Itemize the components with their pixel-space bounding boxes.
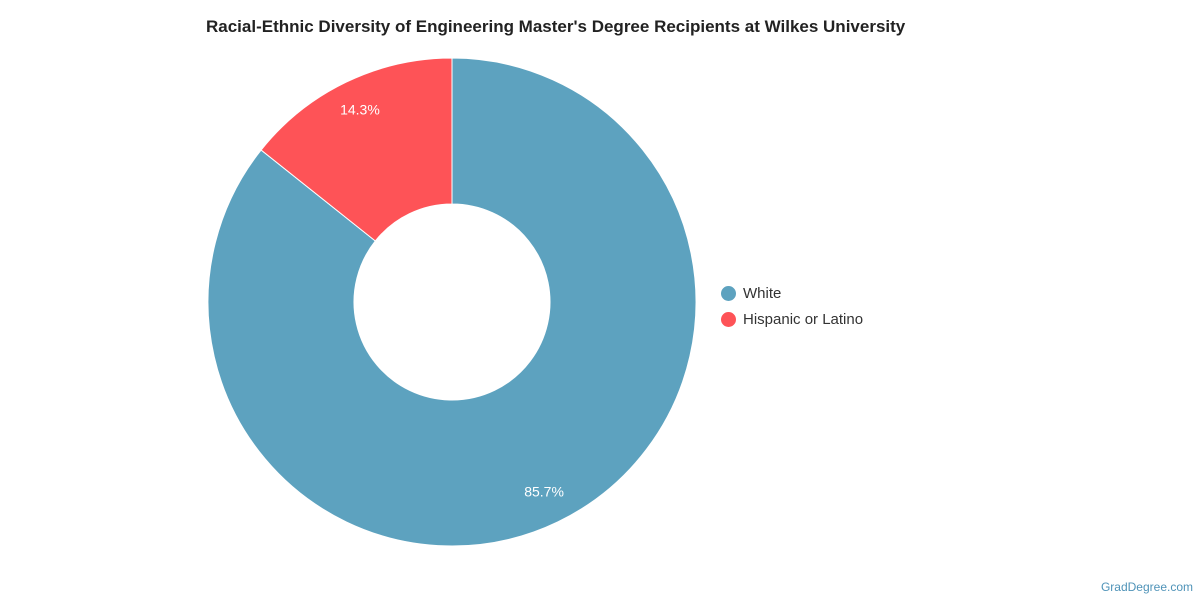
legend-label-hispanic-or-latino: Hispanic or Latino: [743, 310, 864, 328]
slice-white[interactable]: [207, 57, 697, 547]
legend-label-white: White: [743, 284, 782, 302]
source-credit[interactable]: GradDegree.com: [1100, 580, 1193, 594]
slice-label-white: 85.7%: [524, 484, 564, 500]
legend: White Hispanic or Latino: [721, 280, 863, 332]
legend-swatch-white: [721, 285, 736, 301]
chart-title: Racial-Ethnic Diversity of Engineering M…: [206, 17, 906, 36]
slice-hispanic-or-latino[interactable]: [260, 57, 453, 242]
legend-item-white[interactable]: White: [721, 280, 863, 306]
legend-swatch-hispanic-or-latino: [721, 311, 736, 327]
legend-item-hispanic-or-latino[interactable]: Hispanic or Latino: [721, 306, 863, 332]
slice-label-hispanic-or-latino: 14.3%: [340, 102, 380, 118]
